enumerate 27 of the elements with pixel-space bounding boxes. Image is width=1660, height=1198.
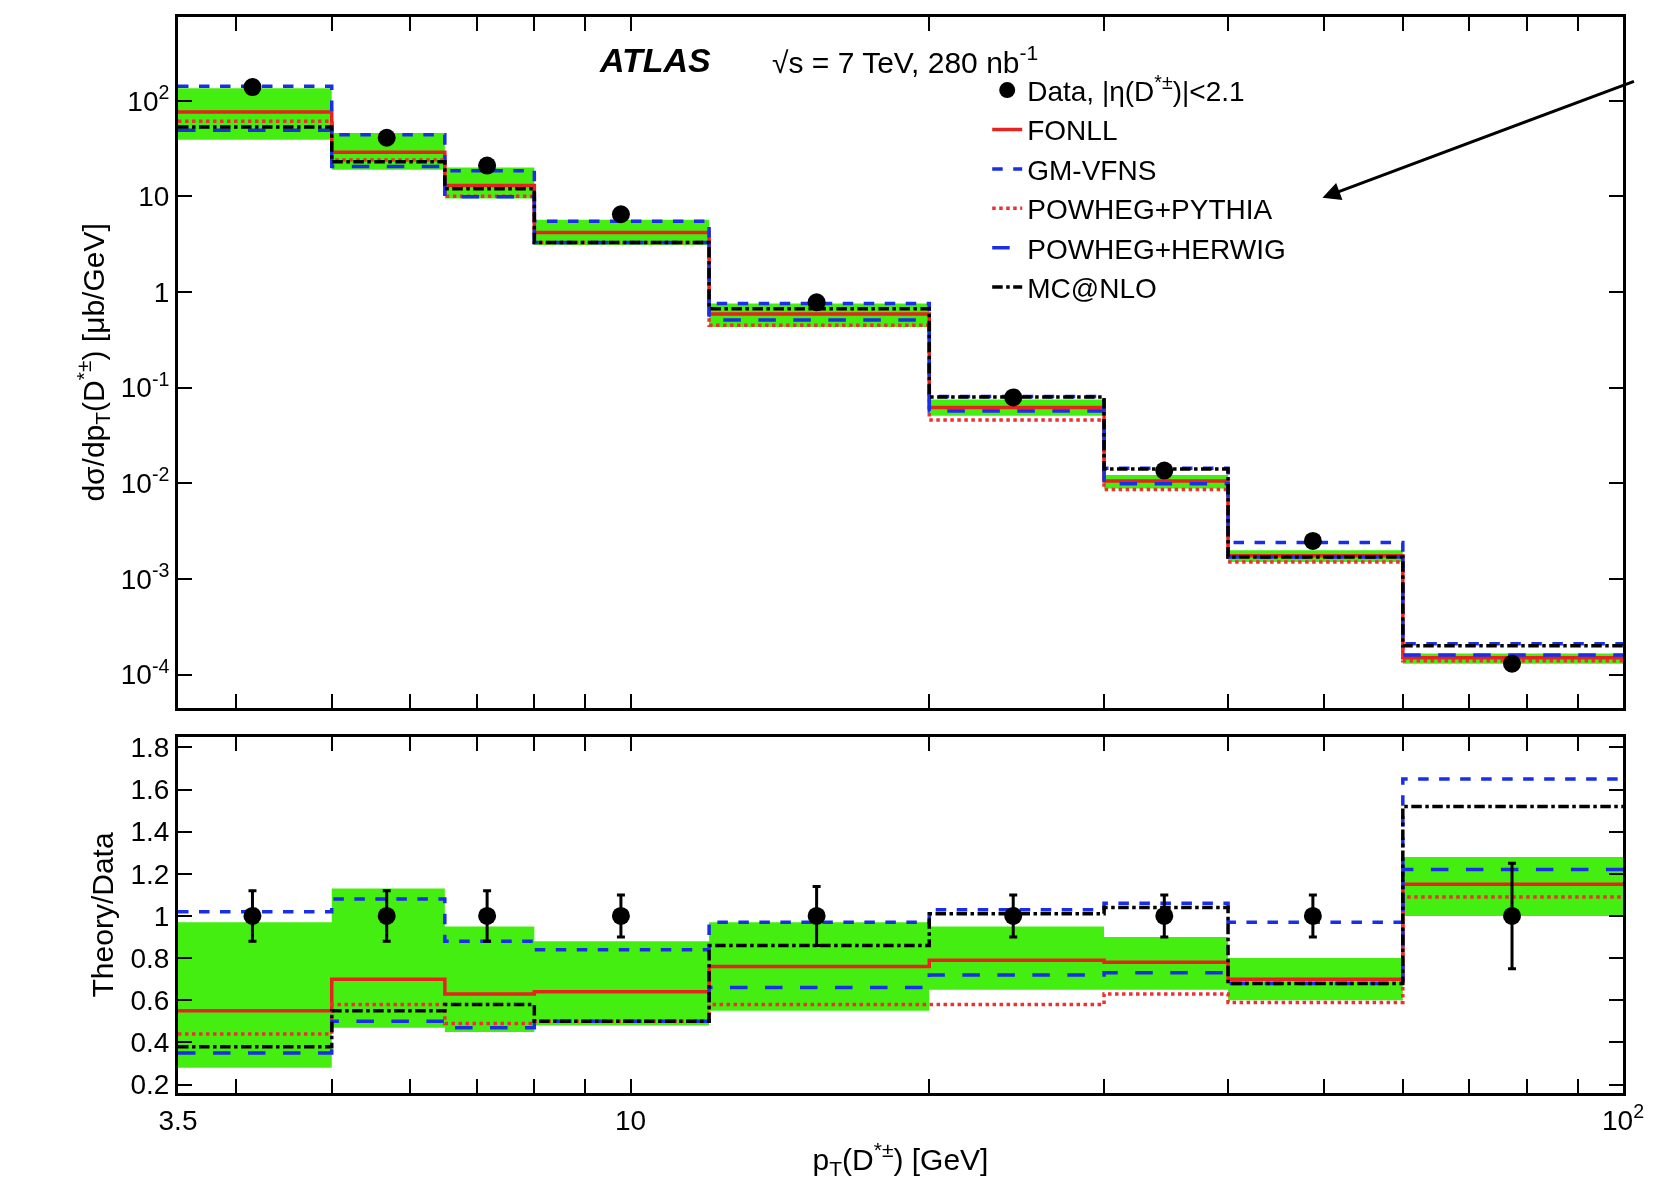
legend-label: FONLL [1027, 115, 1118, 147]
y-tick-label: 0.4 [130, 1027, 170, 1059]
legend-label: POWHEG+PYTHIA [1027, 194, 1273, 226]
y-axis-title: Theory/Data [86, 832, 120, 998]
y-tick-label: 10 [138, 181, 170, 213]
y-tick-label: 1.2 [130, 858, 170, 890]
y-tick-label: 10$^{-1}$ [120, 367, 170, 404]
y-tick-label: 1 [153, 276, 170, 308]
legend-label: MC@NLO [1027, 273, 1157, 305]
y-tick-label: 10$^{-4}$ [120, 654, 170, 691]
y-tick-label: 10$^{-3}$ [120, 559, 170, 595]
annotation: ATLAS [599, 41, 712, 79]
y-tick-label: 1.4 [130, 816, 170, 848]
x-tick-label: 10 [614, 1104, 647, 1136]
y-tick-label: 0.2 [130, 1069, 170, 1101]
y-tick-label: 1.8 [130, 732, 170, 764]
y-tick-label: 0.8 [130, 942, 170, 974]
y-tick-label: 1 [153, 900, 170, 932]
x-tick-label: 3.5 [158, 1104, 198, 1136]
y-tick-label: 10$^{-2}$ [120, 463, 170, 500]
y-tick-label: 0.6 [130, 985, 170, 1017]
legend-label: POWHEG+HERWIG [1027, 233, 1286, 265]
legend-label: GM-VFNS [1027, 154, 1157, 186]
x-tick-label: 10$^{2}$ [1601, 1099, 1645, 1136]
y-tick-label: 10$^{2}$ [127, 80, 170, 117]
y-tick-label: 1.6 [130, 774, 170, 806]
x-axis-title: p$_{T}$(D$^{*±}$) [GeV] [812, 1138, 989, 1181]
